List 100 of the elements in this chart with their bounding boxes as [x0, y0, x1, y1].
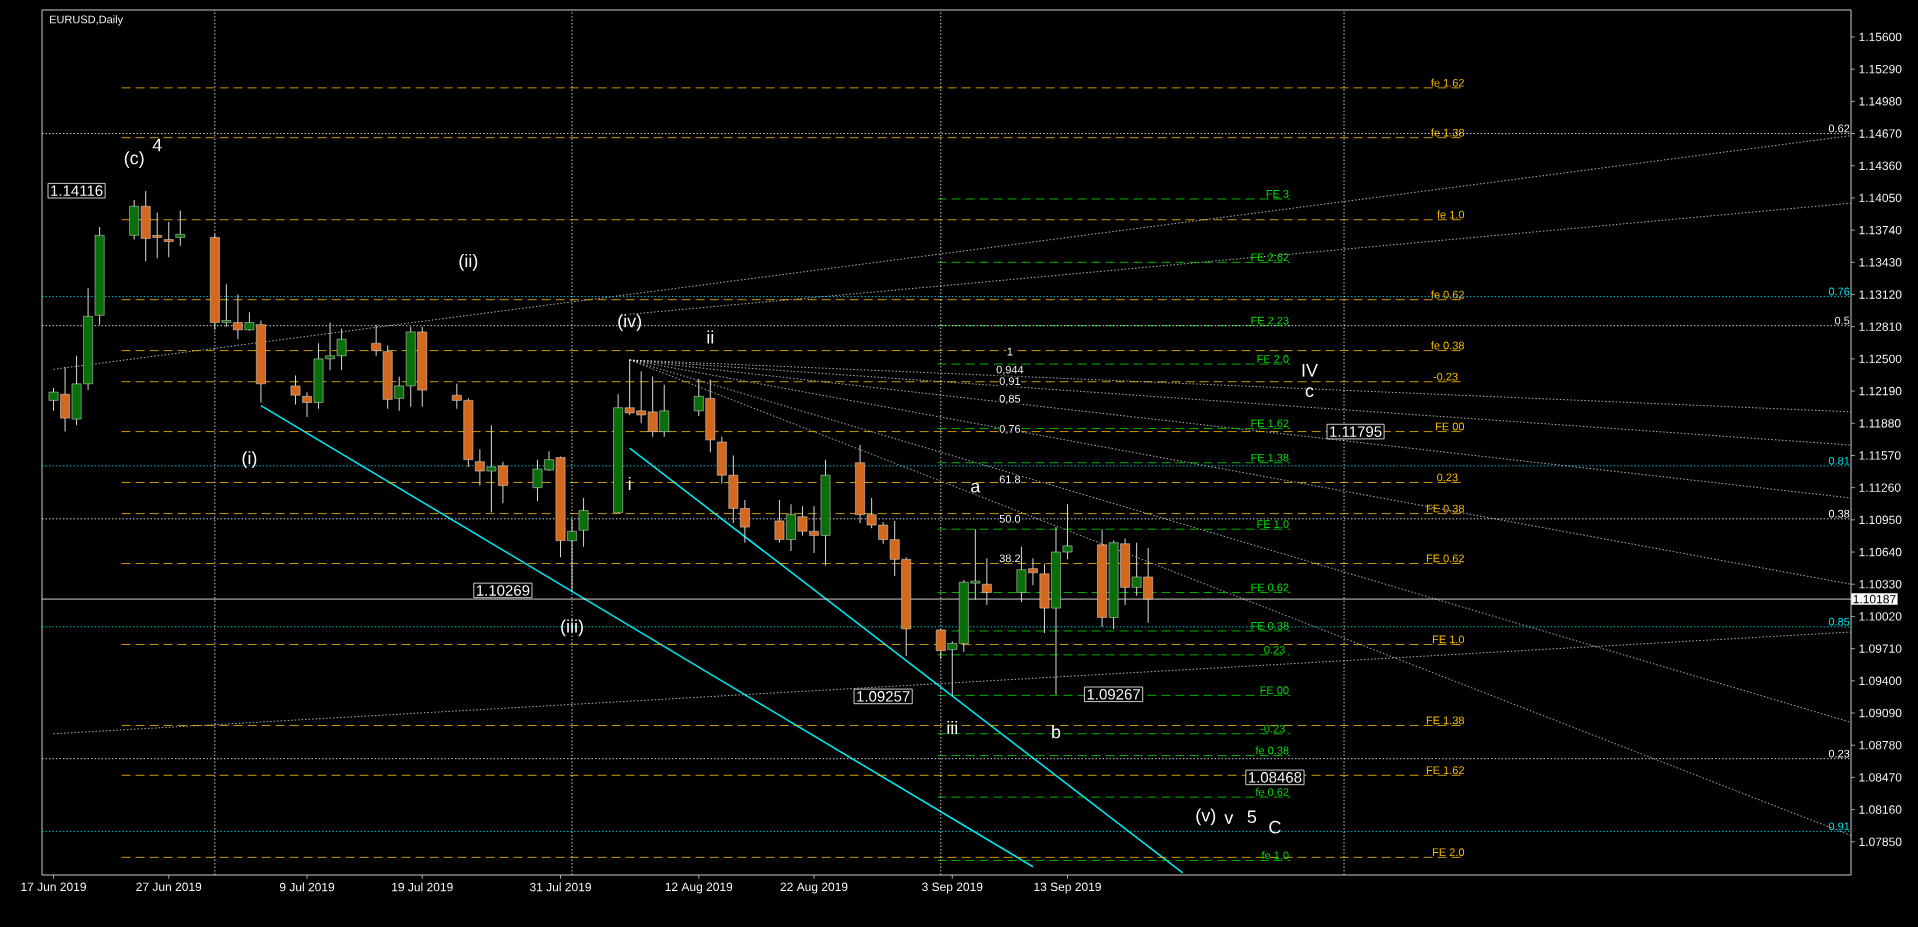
x-tick-label: 17 Jun 2019	[21, 882, 86, 892]
y-tick-label: 1.09710	[1859, 644, 1902, 653]
ref-line-label: FE 00	[1260, 686, 1289, 695]
ref-line-label: FE 2.0	[1257, 355, 1289, 363]
annotation: 0.81	[1828, 456, 1850, 465]
annotation: v	[1224, 814, 1234, 824]
annotation: (i)	[242, 451, 257, 469]
x-tick-label: 19 Jul 2019	[392, 882, 453, 892]
x-tick-label: 31 Jul 2019	[529, 882, 591, 892]
y-tick-label: 1.14980	[1859, 97, 1902, 106]
annotation: 0.5	[1834, 316, 1850, 325]
ref-line-label: fe 0.38	[1255, 746, 1289, 755]
y-tick-label: 1.13740	[1859, 225, 1902, 235]
chart-title: EURUSD,Daily	[50, 15, 124, 26]
ref-line-label: fe 0.62	[1431, 290, 1464, 299]
annotation: 0.23	[1828, 749, 1850, 758]
annotation: (v)	[1196, 808, 1216, 826]
y-tick-label: 1.10640	[1859, 547, 1902, 557]
x-tick-label: 12 Aug 2019	[665, 882, 733, 894]
y-tick-label: 1.08470	[1859, 773, 1902, 782]
ref-line-label: fe 1.62	[1431, 78, 1464, 87]
ref-line-label: FE 1.0	[1257, 520, 1289, 529]
y-tick-label: 1.14050	[1859, 193, 1902, 203]
annotation: IV	[1302, 364, 1318, 377]
annotation: -0.23	[1433, 372, 1458, 381]
ref-line-label: FE 2.23	[1251, 316, 1289, 325]
annotation: 1	[1007, 347, 1013, 356]
annotation: 1.10269	[476, 585, 530, 596]
ref-line-label: FE 0.62	[1251, 583, 1289, 592]
y-tick-label: 1.12500	[1859, 354, 1902, 364]
annotation: 5	[1247, 810, 1257, 824]
annotation: 1.09267	[1087, 689, 1140, 700]
x-tick-label: 27 Jun 2019	[136, 882, 202, 892]
annotation: 1.14116	[51, 185, 103, 196]
ref-line-label: 1.10187	[1853, 594, 1896, 604]
y-tick-label: 1.11260	[1859, 483, 1901, 492]
annotation: 0,85	[999, 394, 1021, 404]
annotation: 1.08468	[1248, 772, 1302, 783]
annotation: b	[1052, 725, 1061, 739]
ref-line-label: FE 00	[1436, 422, 1465, 431]
ref-line-label: FE 1.62	[1251, 419, 1289, 428]
ref-line-label: FE 1.38	[1251, 453, 1289, 462]
annotation: c	[1305, 387, 1314, 398]
y-tick-label: 1.12190	[1859, 386, 1902, 396]
y-tick-label: 1.07850	[1859, 837, 1902, 847]
y-tick-label: 1.10950	[1859, 515, 1902, 525]
y-tick-label: 1.12810	[1859, 322, 1902, 331]
y-tick-label: 1.13430	[1859, 258, 1902, 267]
x-tick-label: 9 Jul 2019	[279, 882, 335, 892]
annotation: 0.85	[1828, 617, 1850, 626]
ref-line-label: FE 1.62	[1426, 766, 1464, 775]
y-tick-label: 1.10330	[1859, 580, 1902, 589]
annotation: -0.23	[1260, 724, 1285, 733]
y-tick-label: 1.15290	[1859, 64, 1902, 74]
y-tick-label: 1.09090	[1859, 708, 1902, 718]
annotation: 0,76	[999, 424, 1021, 435]
annotation: 1.11795	[1330, 426, 1382, 437]
ref-line-label: FE 0.62	[1426, 554, 1464, 563]
annotation: 0.91	[1828, 822, 1850, 831]
ref-line-label: fe 0.62	[1255, 787, 1289, 796]
y-tick-label: 1.08160	[1859, 805, 1902, 814]
ref-line-label: fe 0.38	[1431, 341, 1465, 350]
annotation: 50.0	[999, 514, 1021, 523]
annotation: C	[1269, 820, 1281, 834]
annotation: 0.76	[1828, 287, 1850, 296]
annotation: 0.23	[1264, 645, 1285, 654]
annotation: (ii)	[459, 253, 478, 271]
ref-line-label: FE 2.62	[1251, 253, 1289, 262]
ref-line-label: fe 1.0	[1437, 210, 1465, 219]
x-tick-label: 22 Aug 2019	[780, 882, 848, 894]
y-tick-label: 1.11880	[1859, 419, 1901, 428]
annotation: (iii)	[561, 619, 583, 637]
annotation: 0.23	[1437, 473, 1458, 482]
annotation: 1.09257	[857, 691, 910, 702]
ref-line-label: fe 1.38	[1431, 128, 1465, 137]
annotation: 0.62	[1828, 124, 1850, 133]
y-tick-label: 1.14670	[1859, 129, 1902, 138]
y-tick-label: 1.10020	[1859, 612, 1902, 621]
annotation: 0,944	[996, 365, 1024, 375]
ref-line-label: FE 0.38	[1251, 621, 1289, 630]
ref-line-label: FE 1.38	[1426, 716, 1465, 725]
y-tick-label: 1.08780	[1859, 740, 1902, 750]
ref-line-label: FE 1.0	[1433, 635, 1465, 644]
annotation: 38.2	[999, 554, 1021, 563]
y-tick-label: 1.11570	[1859, 451, 1901, 460]
annotation: (c)	[124, 151, 144, 168]
x-tick-label: 13 Sep 2019	[1034, 882, 1101, 894]
annotation: ii	[707, 330, 714, 344]
y-tick-label: 1.15600	[1859, 32, 1902, 42]
y-tick-label: 1.14360	[1859, 161, 1902, 170]
x-tick-label: 3 Sep 2019	[922, 882, 983, 894]
annotation: i	[628, 476, 631, 491]
ref-line-label: FE 3	[1266, 190, 1289, 198]
ref-line-label: FE 0.38	[1426, 504, 1465, 513]
annotation: a	[971, 482, 981, 493]
annotation: 61.8	[999, 475, 1021, 484]
annotation: (iv)	[618, 314, 642, 331]
annotation: 4	[152, 138, 162, 152]
y-tick-label: 1.13120	[1859, 290, 1902, 299]
annotation: 0.38	[1828, 509, 1850, 518]
